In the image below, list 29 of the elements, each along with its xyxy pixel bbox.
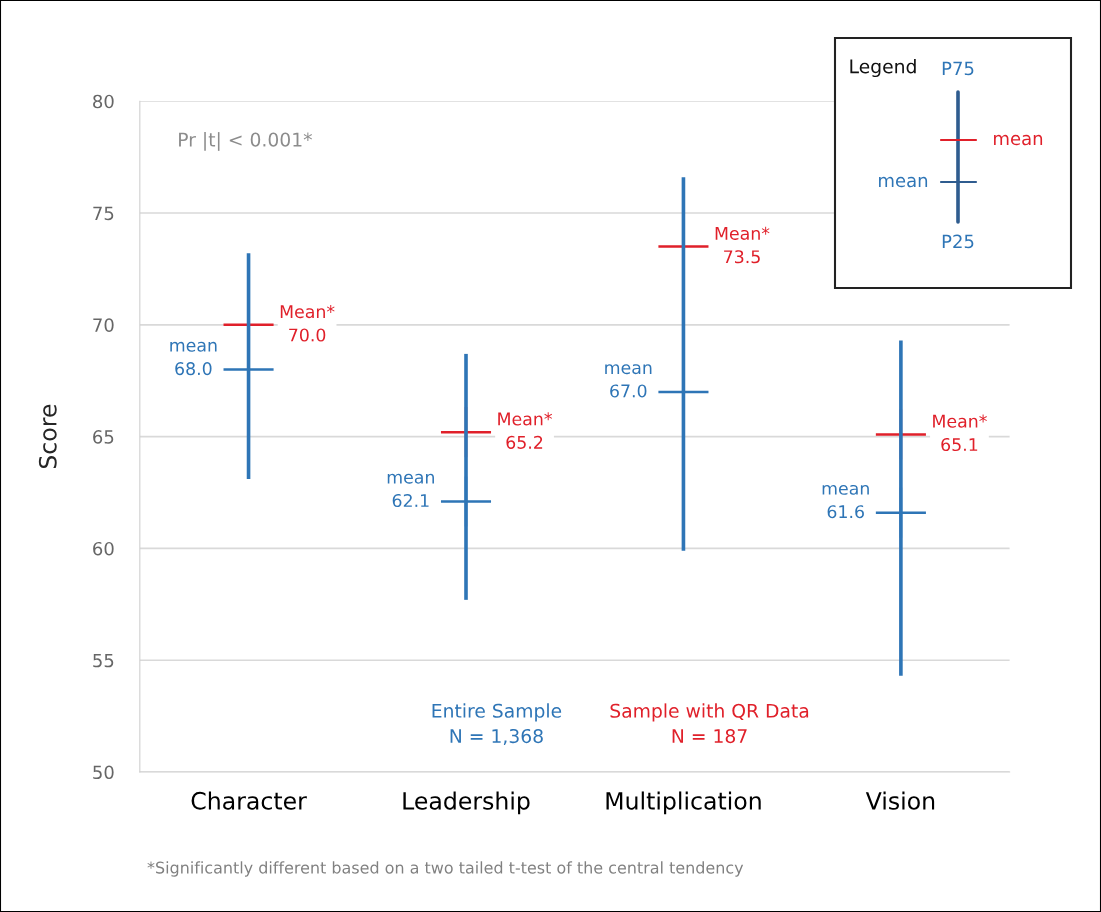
x-tick-label: Vision bbox=[865, 791, 935, 810]
data-label: mean 62.1 bbox=[387, 473, 434, 508]
data-label: Mean* 73.5 bbox=[715, 226, 770, 264]
text: Entire Sample N = 1,368 bbox=[432, 703, 562, 746]
y-axis-title: Score bbox=[38, 404, 57, 469]
data-label: mean 61.6 bbox=[822, 484, 869, 519]
y-tick-label: 65 bbox=[93, 430, 114, 444]
y-tick-label: 70 bbox=[93, 318, 114, 332]
data-label: mean 67.0 bbox=[605, 364, 652, 398]
annotation: mean bbox=[879, 176, 928, 188]
text: Sample with QR Data N = 187 bbox=[610, 703, 809, 744]
y-tick-label: 50 bbox=[93, 765, 114, 780]
x-tick-label: Character bbox=[191, 791, 307, 810]
annotation: mean bbox=[994, 134, 1043, 146]
text: Legend bbox=[850, 58, 916, 78]
y-tick-label: 75 bbox=[93, 206, 114, 221]
x-tick-label: Leadership bbox=[403, 791, 530, 815]
y-tick-label: 60 bbox=[93, 541, 114, 556]
y-tick-label: 55 bbox=[93, 653, 114, 668]
data-label: Mean* 70.0 bbox=[280, 305, 335, 342]
text: *Significantly different based on a two tailed t-test of the central tendency bbox=[147, 861, 744, 877]
x-tick-label: Multiplication bbox=[606, 791, 761, 815]
y-tick-label: 80 bbox=[93, 94, 114, 109]
annotation: Pr |t| < 0.001* bbox=[179, 132, 312, 151]
data-label: Mean* 65.1 bbox=[933, 414, 987, 452]
text: P75 bbox=[942, 61, 974, 76]
annotation: P25 bbox=[942, 234, 974, 249]
data-label: Mean* 65.2 bbox=[498, 412, 553, 449]
data-label: mean 68.0 bbox=[170, 341, 217, 376]
